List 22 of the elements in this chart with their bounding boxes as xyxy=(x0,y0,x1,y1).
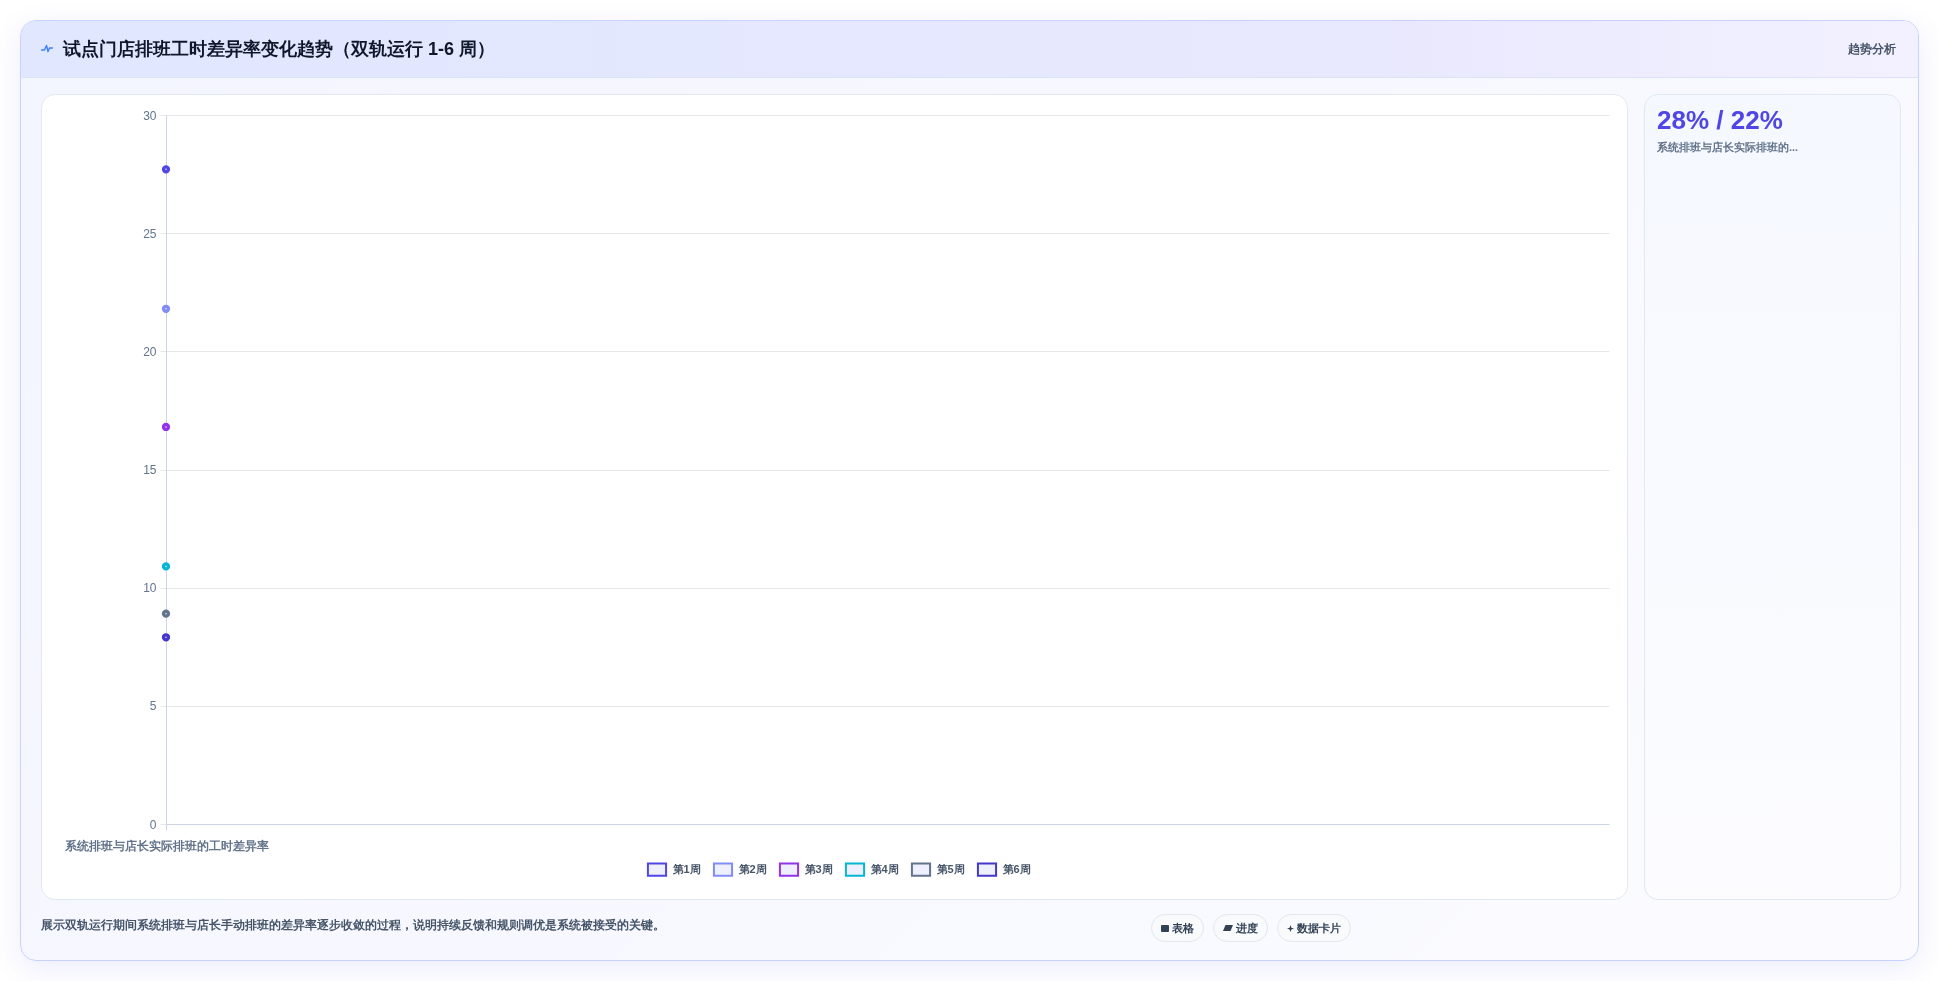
legend-label: 第2周 xyxy=(737,862,767,875)
y-tick-label: 10 xyxy=(143,581,157,596)
legend-label: 第6周 xyxy=(1001,862,1031,875)
text: 试点门店排班工时差异率变化趋势（双轨运行 1-6 周） xyxy=(63,38,496,61)
legend-label: 第4周 xyxy=(869,862,899,875)
text: 系统排班与店长实际排班的... xyxy=(1657,140,1799,155)
y-tick-label: 30 xyxy=(143,108,157,123)
pill-button[interactable]: 数据卡片 xyxy=(1277,914,1351,942)
y-tick-label: 25 xyxy=(143,226,157,241)
x-tick-label: 系统排班与店长实际排班的工时差异率 xyxy=(63,838,269,853)
pill-button[interactable]: 进度 xyxy=(1213,914,1268,942)
text: 28% / 22% xyxy=(1657,105,1783,136)
pill-button[interactable]: 表格 xyxy=(1151,914,1204,942)
text: 趋势分析 xyxy=(1848,41,1896,58)
y-tick-label: 0 xyxy=(149,817,157,832)
text: 展示双轨运行期间系统排班与店长手动排班的差异率逐步收敛的过程，说明持续反馈和规则调优是系统被接受的关键。 xyxy=(41,917,665,934)
legend-label: 第3周 xyxy=(803,862,833,875)
y-tick-label: 15 xyxy=(143,463,157,477)
legend-label: 第5周 xyxy=(935,862,965,875)
legend-label: 第1周 xyxy=(671,862,701,875)
y-tick-label: 20 xyxy=(143,344,157,359)
y-tick-label: 5 xyxy=(149,699,157,714)
